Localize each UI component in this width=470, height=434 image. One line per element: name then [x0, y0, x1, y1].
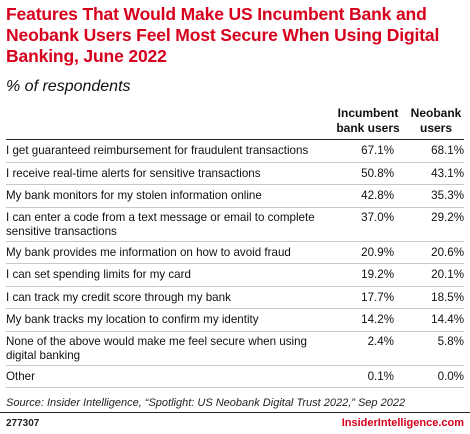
header-divider [6, 139, 464, 140]
table-row: I can enter a code from a text message o… [6, 208, 464, 242]
row-label: I can enter a code from a text message o… [6, 210, 315, 238]
incumbent-value: 37.0% [361, 210, 394, 224]
incumbent-value: 67.1% [361, 144, 394, 157]
neobank-value: 20.1% [431, 268, 464, 281]
row-label: I receive real-time alerts for sensitive… [6, 166, 261, 180]
neobank-value: 14.4% [431, 313, 464, 326]
chart-title: Features That Would Make US Incumbent Ba… [6, 4, 440, 66]
neobank-value: 29.2% [431, 210, 464, 224]
row-label: My bank provides me information on how t… [6, 245, 291, 259]
table-row: My bank monitors for my stolen informati… [6, 185, 464, 208]
neobank-value: 68.1% [431, 144, 464, 157]
neobank-value: 43.1% [431, 166, 464, 180]
incumbent-value: 50.8% [361, 166, 394, 180]
incumbent-value: 17.7% [361, 290, 394, 304]
neobank-value: 5.8% [437, 334, 464, 348]
incumbent-value: 0.1% [367, 369, 394, 383]
row-label: My bank monitors for my stolen informati… [6, 189, 262, 202]
column-header-incumbent: Incumbent bank users [336, 106, 400, 135]
column-header-neobank: Neobank users [410, 106, 462, 135]
source-note: Source: Insider Intelligence, “Spotlight… [6, 397, 406, 409]
neobank-value: 0.0% [437, 369, 464, 383]
row-label: None of the above would make me feel sec… [6, 334, 307, 362]
table-row: Other 0.1% 0.0% [6, 366, 464, 388]
table-row: None of the above would make me feel sec… [6, 332, 464, 366]
table-row: I can set spending limits for my card 19.… [6, 264, 464, 287]
table-row: I receive real-time alerts for sensitive… [6, 163, 464, 185]
table-row: My bank provides me information on how t… [6, 242, 464, 264]
neobank-value: 35.3% [431, 189, 464, 202]
table-row: I can track my credit score through my b… [6, 287, 464, 309]
neobank-value: 20.6% [431, 245, 464, 259]
incumbent-value: 2.4% [367, 334, 394, 348]
brand-logo: InsiderIntelligence.com [341, 417, 464, 429]
incumbent-value: 20.9% [361, 245, 394, 259]
incumbent-value: 42.8% [361, 189, 394, 202]
neobank-value: 18.5% [431, 290, 464, 304]
chart-subtitle: % of respondents [6, 78, 131, 95]
row-label: I can track my credit score through my b… [6, 290, 231, 304]
table-row: My bank tracks my location to confirm my… [6, 309, 464, 332]
row-label: My bank tracks my location to confirm my… [6, 313, 259, 326]
chart-id: 277307 [6, 418, 40, 429]
incumbent-value: 14.2% [361, 313, 394, 326]
row-label: I can set spending limits for my card [6, 268, 191, 281]
row-label: I get guaranteed reimbursement for fraud… [6, 144, 309, 157]
table-row: I get guaranteed reimbursement for fraud… [6, 140, 464, 163]
incumbent-value: 19.2% [361, 268, 394, 281]
row-label: Other [6, 369, 35, 383]
footer-divider [0, 412, 470, 413]
